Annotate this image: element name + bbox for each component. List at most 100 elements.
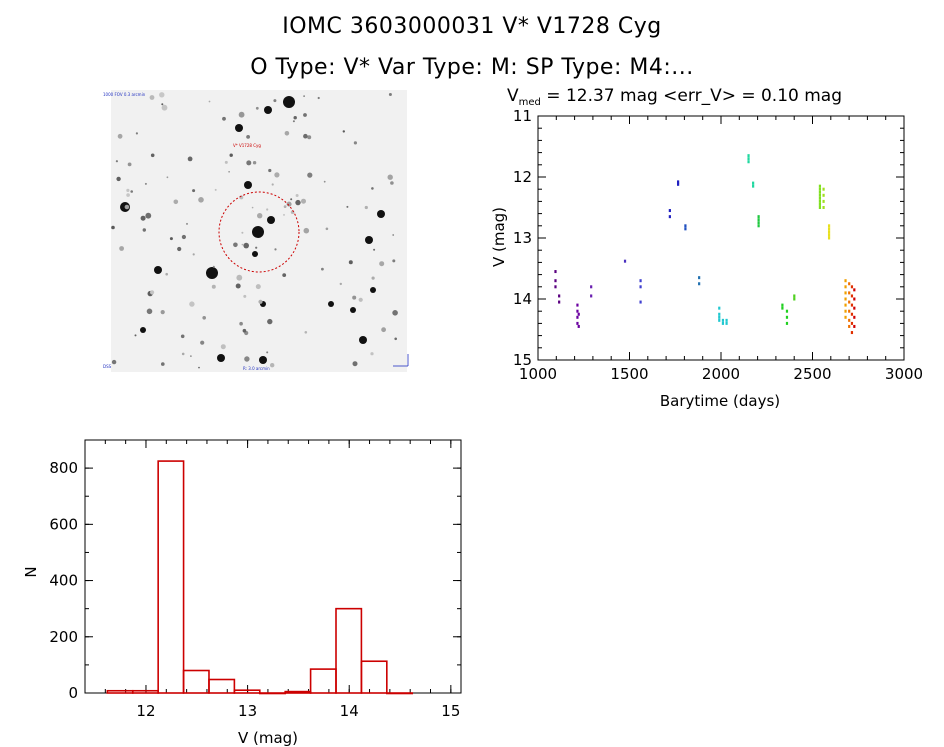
star-mark (266, 351, 269, 354)
star-mark (140, 327, 146, 333)
star-mark (242, 328, 247, 333)
finder-top-left-label: 1000 FOV 0.3 arcmin (103, 92, 146, 97)
data-point (793, 297, 796, 301)
star-mark (295, 194, 299, 197)
star-mark (388, 93, 392, 96)
star-mark (130, 190, 133, 193)
data-point (725, 318, 728, 322)
y-tick-label: 11 (513, 107, 532, 125)
data-point (718, 315, 721, 319)
star-mark (377, 210, 385, 218)
data-point (818, 190, 822, 194)
data-point (827, 227, 831, 231)
star-mark (134, 334, 137, 337)
star-mark (255, 284, 261, 290)
star-mark (346, 205, 349, 208)
data-point (827, 230, 831, 234)
star-mark (135, 132, 138, 135)
star-mark (348, 260, 353, 265)
star-mark (251, 206, 254, 209)
y-tick-label: 12 (513, 168, 532, 186)
histogram-ylabel: N (22, 566, 40, 577)
star-mark (154, 266, 162, 274)
data-point (818, 187, 822, 191)
y-tick-label: 0 (68, 684, 78, 702)
star-mark (246, 160, 252, 166)
data-point (668, 209, 671, 213)
star-mark (235, 124, 243, 132)
star-mark (127, 162, 132, 167)
data-point (725, 321, 728, 325)
histogram-bar (233, 689, 261, 694)
star-mark (365, 236, 373, 244)
star-mark (371, 276, 375, 280)
star-mark (371, 187, 374, 190)
x-tick-label: 12 (136, 702, 155, 720)
star-mark (198, 366, 200, 369)
star-mark (244, 181, 252, 189)
star-mark (266, 208, 269, 211)
data-point (853, 306, 856, 310)
star-mark (284, 131, 290, 136)
histogram-bars (106, 460, 414, 695)
star-mark (222, 116, 226, 121)
data-point (590, 294, 593, 298)
star-mark (192, 253, 195, 256)
data-point (576, 309, 579, 313)
data-point (822, 193, 825, 197)
star-mark (229, 153, 233, 157)
star-mark (189, 301, 195, 307)
light-curve-chart: Vmed = 12.37 mag <err_V> = 0.10 mag 1000… (490, 86, 923, 410)
star-mark (353, 141, 357, 145)
x-tick-label: 2000 (702, 365, 740, 383)
star-mark (255, 106, 259, 110)
data-point (558, 300, 561, 304)
data-point (850, 285, 854, 289)
star-mark (303, 227, 310, 234)
star-mark (271, 183, 274, 186)
data-point (822, 199, 825, 203)
data-point (844, 309, 847, 313)
data-point (818, 199, 822, 203)
star-mark (150, 153, 155, 158)
y-tick-label: 13 (513, 229, 532, 247)
star-mark (342, 130, 345, 133)
data-point (818, 184, 822, 188)
star-mark (142, 228, 146, 232)
star-mark (192, 189, 196, 193)
y-tick-label: 800 (49, 459, 78, 477)
data-point (757, 224, 760, 228)
data-point (850, 312, 854, 316)
star-mark (111, 225, 115, 230)
star-mark (126, 193, 130, 197)
star-mark (359, 336, 367, 344)
x-tick-label: 1000 (519, 365, 557, 383)
star-mark (339, 282, 342, 286)
x-tick-label: 13 (238, 702, 257, 720)
star-mark (303, 113, 307, 117)
y-tick-label: 400 (49, 572, 78, 590)
star-mark (304, 331, 308, 334)
star-mark (325, 227, 329, 231)
star-mark (364, 205, 368, 210)
star-mark (236, 274, 243, 281)
star-mark (217, 354, 225, 362)
finder-marker-label: V* V1728 Cyg (233, 143, 261, 148)
star-mark (239, 321, 243, 326)
star-mark (169, 237, 173, 241)
star-mark (317, 96, 320, 100)
data-point (848, 291, 851, 295)
star-mark (246, 135, 251, 139)
star-mark (190, 355, 192, 357)
data-point (752, 184, 755, 188)
star-mark (159, 92, 165, 98)
data-point (639, 285, 642, 289)
data-point (844, 315, 847, 319)
data-point (818, 196, 822, 200)
star-mark (117, 133, 123, 139)
histogram-bar (284, 690, 312, 694)
y-tick-label: 15 (513, 351, 532, 369)
star-mark (323, 180, 326, 183)
star-mark (394, 337, 398, 341)
histogram-bar (386, 692, 414, 695)
